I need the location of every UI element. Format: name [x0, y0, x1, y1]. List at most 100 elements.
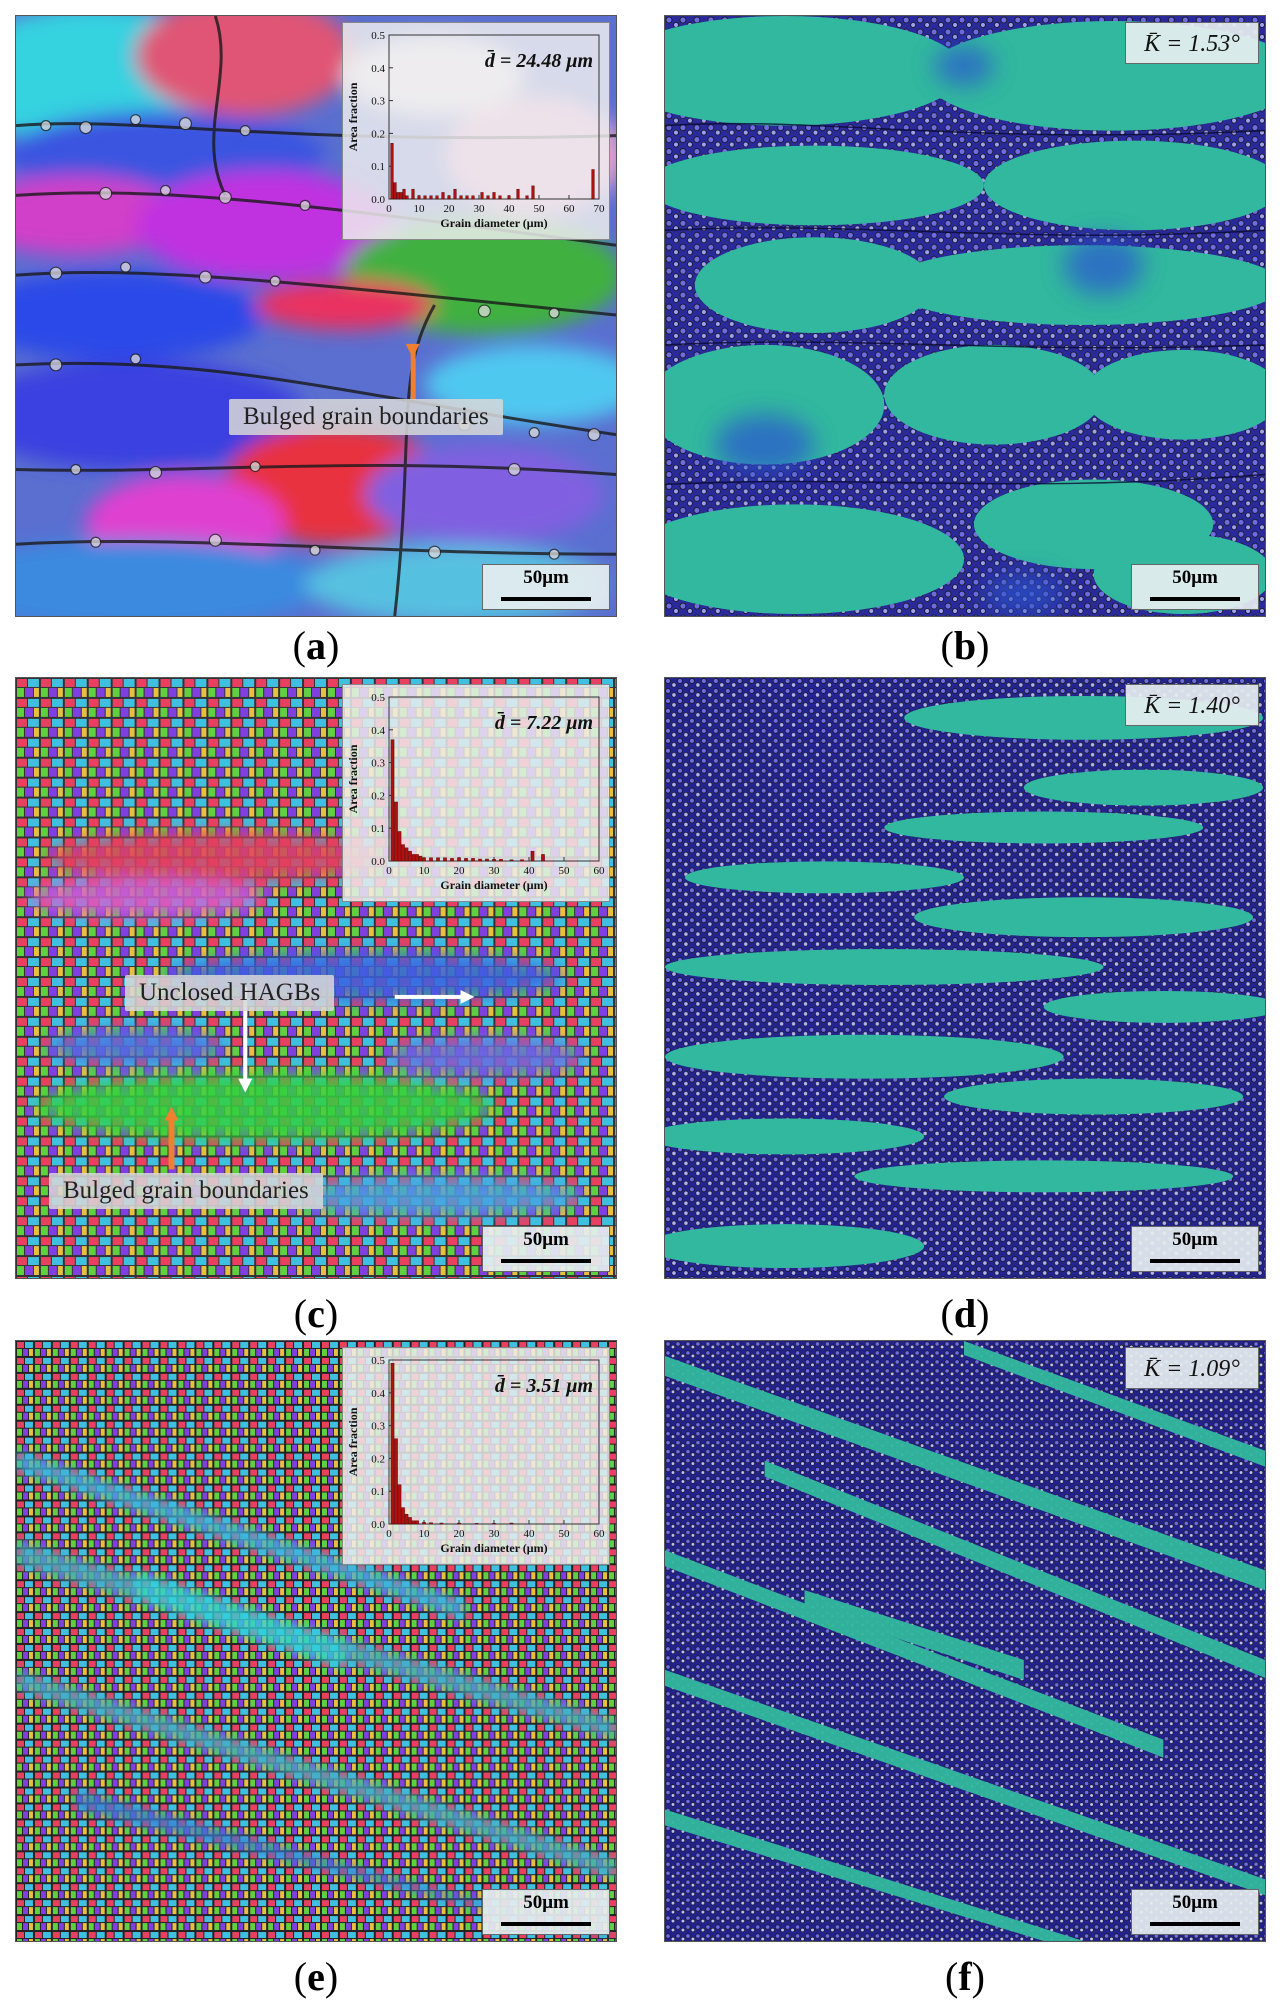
x-tick-label: 10 [414, 203, 426, 215]
caption-d: (d) [940, 1291, 990, 1336]
histogram-bar [471, 858, 475, 862]
grain-size-histogram-c: 0.0 0.1 0.2 0.3 0.4 0.5 0 10 20 30 40 50 60 Grain dia… [342, 684, 610, 902]
histogram-bar [411, 1520, 416, 1525]
kam-image-b [665, 16, 1265, 616]
histogram-bar [486, 195, 490, 200]
histogram-bar [464, 858, 468, 862]
y-axis-label: Area fraction [346, 744, 360, 813]
y-tick-label: 0.5 [371, 30, 385, 42]
scale-bar-line-d [1150, 1259, 1240, 1263]
histogram-bar [450, 858, 454, 862]
histogram-bar [509, 1522, 514, 1525]
histogram-bar [485, 858, 489, 862]
x-axis-label: Grain diameter (μm) [440, 878, 547, 892]
x-tick-label: 60 [594, 865, 606, 877]
histogram-bar [492, 859, 496, 862]
histogram-bar [411, 188, 415, 200]
histogram-bar [507, 195, 511, 200]
x-tick-label: 0 [386, 865, 392, 877]
y-tick-label: 0.0 [371, 1519, 385, 1531]
histogram-bar [415, 1520, 419, 1525]
histogram-bar [402, 188, 406, 200]
histogram-bar [499, 859, 503, 862]
histogram-bar [509, 859, 514, 862]
histogram-bar [418, 855, 423, 862]
y-tick-label: 0.1 [371, 1486, 385, 1498]
x-tick-label: 60 [564, 203, 576, 215]
histogram-bar [447, 195, 451, 200]
scale-bar-f: 50μm [1131, 1889, 1259, 1935]
kam-average-d: K̄ = 1.40° [1125, 684, 1259, 726]
histogram-bar [390, 1363, 395, 1525]
scale-bar-a: 50μm [482, 564, 610, 610]
y-tick-label: 0.1 [371, 823, 385, 835]
mean-grain-diameter: d̄ = 3.51 μm [495, 1374, 593, 1397]
x-tick-label: 60 [594, 1528, 606, 1540]
histogram-bar [498, 195, 502, 200]
histogram-bar [443, 857, 447, 862]
histogram-bar [471, 195, 475, 200]
histogram-bar [435, 195, 439, 200]
ipf-map-c: 0.0 0.1 0.2 0.3 0.4 0.5 0 10 20 30 40 50 60 Grain dia… [15, 677, 617, 1279]
scale-bar-e: 50μm [482, 1889, 610, 1935]
scale-bar-line-b [1150, 597, 1240, 601]
y-tick-label: 0.4 [371, 1388, 385, 1400]
y-tick-label: 0.0 [371, 856, 385, 868]
y-tick-label: 0.5 [371, 692, 385, 704]
histogram-bar [530, 850, 535, 862]
kam-map-f: K̄ = 1.09° 50μm [664, 1340, 1266, 1942]
x-axis-label: Grain diameter (μm) [440, 1541, 547, 1555]
histogram-bar [415, 854, 419, 862]
y-tick-label: 0.2 [371, 790, 385, 802]
histogram-bar [401, 1507, 405, 1525]
x-tick-label: 30 [474, 203, 486, 215]
unclosed-arrow-shaft-down [243, 986, 248, 1087]
caption-f: (f) [945, 1954, 985, 1999]
scale-bar-c: 50μm [482, 1226, 610, 1272]
x-axis-label: Grain diameter (μm) [440, 216, 547, 230]
caption-label-b: b [953, 623, 977, 668]
histogram-bar [480, 192, 484, 200]
x-tick-label: 10 [419, 865, 431, 877]
x-tick-label: 40 [504, 203, 516, 215]
y-tick-label: 0.4 [371, 63, 385, 75]
histogram-svg-c: 0.0 0.1 0.2 0.3 0.4 0.5 0 10 20 30 40 50 60 Grain dia… [346, 692, 606, 892]
histogram-bar [541, 854, 545, 862]
x-tick-label: 40 [524, 1528, 536, 1540]
histogram-bar [459, 195, 463, 200]
y-tick-label: 0.3 [371, 1421, 385, 1433]
x-tick-label: 50 [559, 865, 571, 877]
caption-label-e: e [307, 1954, 325, 1999]
scale-bar-line-a [501, 597, 591, 601]
y-axis-label: Area fraction [346, 82, 360, 151]
x-tick-label: 30 [489, 1528, 501, 1540]
y-axis-label: Area fraction [346, 1407, 360, 1476]
histogram-bar [429, 195, 433, 200]
histogram-bar [429, 857, 433, 862]
histogram-bar [422, 1522, 426, 1525]
kam-image-d [665, 678, 1265, 1278]
scale-bar-label-b: 50μm [1172, 567, 1218, 588]
bulge-arrow-shaft-a [410, 344, 416, 400]
histogram-bar [441, 192, 445, 200]
scale-bar-label-d: 50μm [1172, 1229, 1218, 1250]
caption-label-c: c [307, 1291, 325, 1336]
histogram-bar [465, 195, 469, 200]
histogram-svg-a: 0.0 0.1 0.2 0.3 0.4 0.5 0 10 20 30 40 50 60 70 Grain d… [346, 30, 605, 230]
scale-bar-line-e [501, 1922, 591, 1926]
histogram-bar [516, 188, 520, 200]
histogram-bar [492, 192, 496, 200]
histogram-bar [390, 143, 394, 200]
kam-map-d: K̄ = 1.40° 50μm [664, 677, 1266, 1279]
caption-e: (e) [293, 1954, 339, 1999]
histogram-bar [404, 1513, 409, 1525]
kam-image-f [665, 1341, 1265, 1941]
histogram-bar [474, 1523, 479, 1525]
scale-bar-line-c [501, 1259, 591, 1263]
scale-bar-label-a: 50μm [523, 567, 569, 588]
histogram-bar [405, 195, 409, 200]
histogram-bar [453, 188, 457, 200]
x-tick-label: 0 [386, 1528, 392, 1540]
scale-bar-label-f: 50μm [1172, 1892, 1218, 1913]
x-tick-label: 20 [444, 203, 456, 215]
